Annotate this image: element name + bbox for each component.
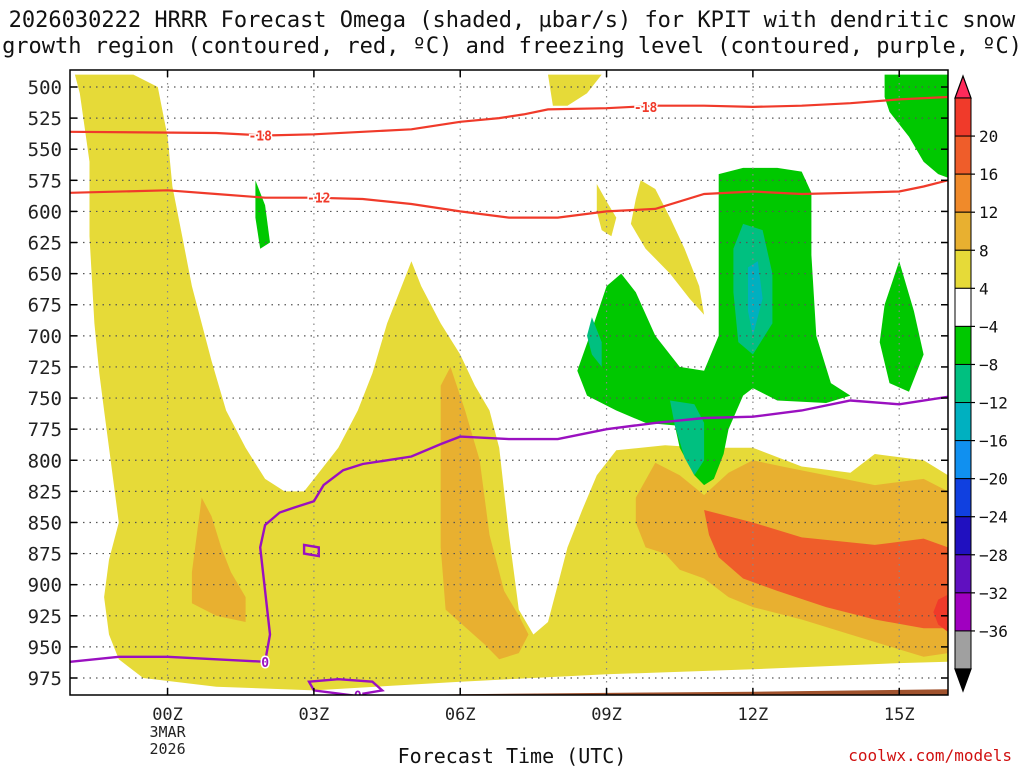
omega-shade-4 [191,497,246,622]
colorbar-swatch-10 [954,478,972,518]
omega-shade-5 [440,366,529,660]
x-tick-date-0: 3MAR [149,723,186,741]
y-tick-label-8: 700 [28,326,62,348]
dgz-contour-1 [70,179,948,219]
colorbar-swatch-5 [954,287,972,327]
y-tick-label-4: 600 [28,201,62,223]
contour-label-3: 0 [261,656,269,671]
y-tick-label-3: 575 [28,170,62,192]
contour-label-0: -18 [248,130,272,145]
omega-shade-16 [748,261,763,336]
colorbar-label-7: −12 [979,394,1008,413]
freezing-contour-1 [302,543,320,558]
y-tick-label-2: 550 [28,139,62,161]
omega-shade-3 [630,180,705,315]
y-tick-label-1: 525 [28,108,62,130]
y-tick-label-10: 750 [28,388,62,410]
x-tick-label-4: 12Z [738,705,769,725]
colorbar-bottom-triangle [954,668,972,693]
colorbar-swatch-4 [954,249,972,289]
y-tick-label-14: 850 [28,512,62,534]
contour-label-1: -18 [634,101,658,116]
colorbar-label-13: −36 [979,622,1008,641]
colorbar-label-0: 20 [979,127,998,146]
colorbar-swatch-7 [954,363,972,404]
colorbar-label-8: −16 [979,432,1008,451]
chart-title-line-2: growth region (contoured, red, ºC) and f… [2,34,1022,59]
y-tick-label-17: 925 [28,606,62,628]
omega-shade-14 [587,317,602,367]
y-tick-label-11: 775 [28,419,62,441]
x-tick-label-3: 09Z [591,705,622,725]
colorbar-top-triangle [954,74,972,99]
omega-shade-10 [255,180,270,249]
freezing-contour-0 [70,395,948,664]
y-tick-label-7: 675 [28,295,62,317]
colorbar-label-6: −8 [979,355,998,374]
colorbar-label-10: −24 [979,508,1008,527]
colorbar-label-2: 12 [979,203,998,222]
plot-frame [69,69,949,696]
colorbar-label-12: −32 [979,584,1008,603]
x-tick-year-0: 2026 [149,740,185,758]
omega-shade-7 [704,510,948,629]
credit-text[interactable]: coolwx.com/models [848,746,1012,765]
x-axis-label: Forecast Time (UTC) [397,744,627,768]
colorbar-label-11: −28 [979,546,1008,565]
colorbar-label-5: −4 [979,317,998,336]
y-tick-label-5: 625 [28,233,62,255]
y-tick-label-9: 725 [28,357,62,379]
colorbar-swatch-8 [954,402,972,442]
colorbar-swatch-9 [954,440,972,480]
omega-shade-12 [879,261,924,392]
colorbar-swatch-3 [954,211,972,251]
plot-area: -18 -18 -12 0 0 [70,70,948,704]
y-tick-label-18: 950 [28,637,62,659]
colorbar-swatch-2 [954,173,972,213]
terrain-fill [413,689,948,695]
colorbar-swatch-13 [954,592,972,632]
omega-shade-9 [884,74,948,178]
x-tick-label-0: 00Z [152,705,183,725]
x-tick-label-2: 06Z [445,705,476,725]
omega-shade-1 [548,74,602,106]
x-tick-label-5: 15Z [884,705,915,725]
colorbar-swatch-1 [954,135,972,175]
y-tick-label-19: 975 [28,668,62,690]
colorbar-swatch-6 [954,325,972,365]
colorbar-label-9: −20 [979,470,1008,489]
colorbar-swatch-11 [954,516,972,556]
y-tick-label-12: 800 [28,450,62,472]
colorbar-label-1: 16 [979,165,998,184]
colorbar-swatch-0 [954,97,972,137]
y-tick-label-6: 650 [28,264,62,286]
y-tick-label-13: 825 [28,481,62,503]
omega-shade-11 [577,167,851,486]
colorbar-swatch-12 [954,554,972,594]
y-tick-label-15: 875 [28,544,62,566]
dgz-contour-0 [70,95,948,137]
y-tick-label-16: 900 [28,575,62,597]
y-tick-label-0: 500 [28,77,62,99]
omega-shade-2 [596,184,617,237]
colorbar-swatch-14 [954,630,972,670]
contour-label-4: 0 [354,689,362,704]
chart-title-line-1: 2026030222 HRRR Forecast Omega (shaded, … [8,8,1016,33]
omega-shade-8 [933,594,948,632]
colorbar-label-4: 4 [979,279,989,298]
colorbar-label-3: 8 [979,241,989,260]
x-tick-label-1: 03Z [299,705,330,725]
contour-label-2: -12 [307,192,330,207]
